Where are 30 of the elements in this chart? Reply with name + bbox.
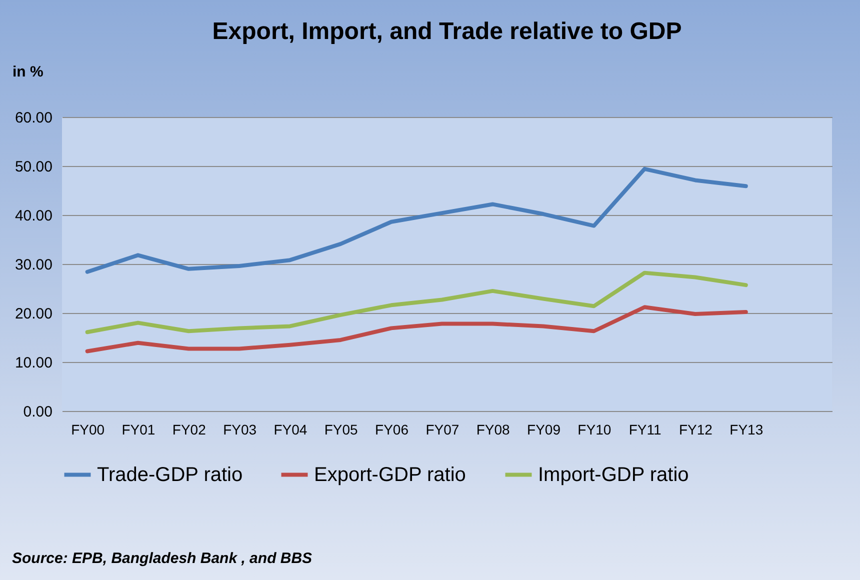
y-axis-title: in % — [12, 64, 44, 80]
line-series — [85, 305, 748, 354]
chart-title: Export, Import, and Trade relative to GDP — [212, 18, 682, 45]
y-tick-label: 30.00 — [14, 256, 52, 274]
y-tick-label: 50.00 — [14, 158, 52, 176]
legend-label: Trade-GDP ratio — [97, 464, 243, 486]
source-note: Source: EPB, Bangladesh Bank , and BBS — [12, 550, 312, 567]
x-tick-label: FY09 — [527, 422, 561, 438]
x-tick-label: FY05 — [324, 422, 358, 438]
x-tick-label: FY06 — [375, 422, 409, 438]
y-tick-label: 10.00 — [14, 354, 52, 372]
line-series — [85, 270, 748, 334]
y-tick-label: 60.00 — [14, 110, 52, 126]
x-tick-label: FY00 — [71, 422, 105, 438]
y-tick-label: 20.00 — [14, 306, 52, 322]
x-tick-label: FY10 — [578, 422, 612, 438]
y-tick-label: 40.00 — [14, 208, 52, 224]
y-tick-label: 0.00 — [23, 404, 52, 420]
legend-label: Export-GDP ratio — [314, 464, 466, 486]
legend-label: Import-GDP ratio — [538, 464, 689, 486]
x-tick-label: FY11 — [628, 422, 662, 438]
x-tick-label: FY01 — [122, 422, 156, 438]
x-tick-label: FY02 — [172, 422, 206, 438]
x-tick-label: FY13 — [730, 422, 764, 438]
x-tick-label: FY03 — [223, 422, 257, 438]
x-tick-label: FY12 — [678, 422, 713, 438]
line-series — [85, 166, 748, 274]
x-tick-label: FY08 — [476, 422, 510, 438]
x-tick-label: FY04 — [274, 422, 308, 438]
x-tick-label: FY07 — [426, 422, 460, 438]
